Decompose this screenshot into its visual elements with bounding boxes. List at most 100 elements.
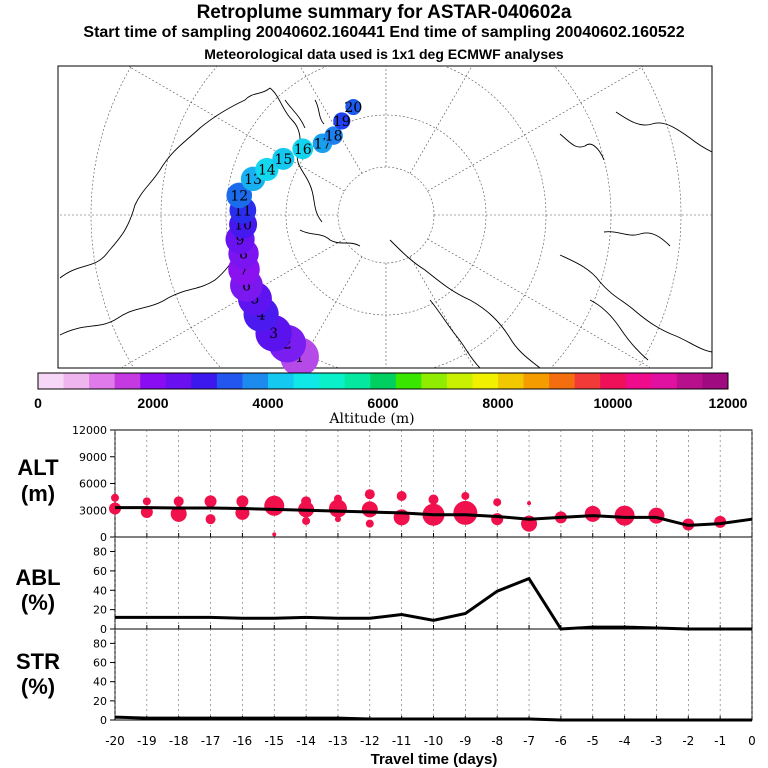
altitude-cluster-point: [365, 519, 374, 528]
altitude-cluster-point: [264, 495, 285, 516]
alt-label: ALT: [17, 455, 59, 480]
altitude-cluster-point: [142, 497, 151, 506]
colorbar-swatch: [63, 373, 90, 389]
sampling-times: Start time of sampling 20040602.160441 E…: [83, 24, 685, 41]
str-y-tick-label: 0: [100, 714, 107, 727]
alt-y-tick-label: 6000: [79, 478, 107, 491]
plume-marker: [255, 157, 279, 182]
latitude-circle: [90, 66, 682, 368]
altitude-cluster-point: [170, 505, 187, 522]
colorbar-swatch: [38, 373, 65, 389]
polar-map: 1234567891011121314151617181920: [57, 65, 713, 377]
altitude-cluster-point: [334, 516, 341, 523]
plume-markers: 1234567891011121314151617181920: [225, 99, 362, 377]
x-tick-label: -18: [169, 734, 189, 748]
altitude-cluster-point: [328, 499, 347, 518]
colorbar-swatch: [600, 373, 627, 389]
alt-y-tick-label: 12000: [72, 424, 107, 437]
altitude-cluster-point: [493, 498, 502, 507]
x-tick-label: -16: [233, 734, 253, 748]
colorbar-swatch: [395, 373, 422, 389]
altitude-cluster-point: [205, 514, 216, 525]
colorbar-swatch: [421, 373, 448, 389]
plume-marker-label: 3: [269, 326, 278, 342]
altitude-cluster-point: [361, 501, 378, 518]
plume-marker-label: 15: [274, 152, 292, 168]
str-y-tick-label: 60: [93, 657, 107, 670]
x-tick-label: -1: [714, 734, 726, 748]
colorbar-swatch: [625, 373, 652, 389]
colorbar-tick-label: 10000: [594, 395, 633, 411]
x-tick-label: -3: [650, 734, 662, 748]
alt-y-tick-label: 9000: [79, 451, 107, 464]
x-tick-label: -19: [137, 734, 157, 748]
x-tick-label: -20: [105, 734, 125, 748]
altitude-cluster-point: [527, 501, 532, 506]
x-tick-label: -10: [424, 734, 444, 748]
altitude-cluster-point: [614, 505, 635, 526]
x-tick-label: -7: [523, 734, 535, 748]
plume-marker-label: 14: [258, 162, 276, 178]
altitude-cluster-point: [173, 496, 184, 507]
x-tick-label: -15: [264, 734, 284, 748]
altitude-cluster-point: [428, 494, 439, 505]
alt-y-tick-label: 0: [100, 531, 107, 544]
colorbar-swatch: [702, 373, 729, 389]
colorbar-tick-label: 12000: [709, 395, 748, 411]
chart-title: Retroplume summary for ASTAR-040602a: [196, 2, 572, 23]
plume-marker: [345, 99, 362, 116]
plume-marker-label: 6: [242, 278, 251, 294]
x-axis-title: Travel time (days): [371, 751, 498, 768]
plume-marker-label: 12: [230, 188, 248, 204]
met-data-note: Meteorological data used is 1x1 deg ECMW…: [204, 46, 564, 62]
colorbar-label: Altitude (m): [328, 411, 414, 427]
x-tick-label: -11: [392, 734, 412, 748]
altitude-cluster-point: [396, 490, 407, 501]
colorbar-tick-label: 8000: [482, 395, 513, 411]
x-tick-label: -17: [201, 734, 221, 748]
altitude-cluster-point: [584, 505, 601, 522]
abl-series-line: [115, 576, 752, 631]
plume-marker-label: 9: [236, 232, 245, 248]
str-y-tick-label: 80: [93, 637, 107, 650]
plume-marker-label: 4: [257, 307, 266, 323]
time-series-panels: ALT (m) ABL (%) STR (%) 0300060009000120…: [15, 424, 755, 768]
altitude-cluster-point: [111, 493, 119, 502]
coastlines: [59, 87, 712, 368]
colorbar-swatch: [344, 373, 371, 389]
x-tick-label: -12: [360, 734, 380, 748]
colorbar-swatch: [549, 373, 576, 389]
x-tick-label: -13: [328, 734, 348, 748]
plume-marker-label: 18: [325, 129, 343, 145]
colorbar-swatch: [370, 373, 397, 389]
colorbar-swatch: [191, 373, 218, 389]
plume-marker-label: 16: [294, 142, 312, 158]
colorbar-swatch: [523, 373, 550, 389]
colorbar-swatch: [574, 373, 601, 389]
colorbar-tick-label: 4000: [252, 395, 283, 411]
altitude-colorbar: 0 2000 4000 6000 8000 10000 12000 Altitude (m): [34, 372, 748, 427]
x-tick-label: -9: [459, 734, 471, 748]
colorbar-swatch: [446, 373, 473, 389]
plume-marker: [333, 112, 351, 130]
plume-marker-label: 7: [240, 262, 249, 278]
colorbar-swatch: [651, 373, 678, 389]
x-tick-label: -2: [682, 734, 694, 748]
str-unit: (%): [21, 674, 55, 699]
abl-y-tick-label: 40: [93, 584, 107, 597]
str-y-tick-label: 40: [93, 676, 107, 689]
altitude-cluster-point: [302, 516, 311, 525]
plume-marker: [272, 147, 295, 170]
plume-marker-label: 19: [333, 114, 351, 130]
alt-y-tick-label: 3000: [79, 504, 107, 517]
map-frame: [57, 65, 713, 369]
str-label: STR: [16, 649, 60, 674]
altitude-cluster-point: [272, 532, 277, 537]
x-tick-label: -4: [619, 734, 631, 748]
colorbar-swatch: [293, 373, 320, 389]
str-series-line: [114, 715, 752, 722]
altitude-cluster-point: [364, 489, 375, 500]
colorbar-swatch: [165, 373, 192, 389]
x-tick-label: 0: [748, 734, 756, 748]
colorbar-swatch: [216, 373, 243, 389]
